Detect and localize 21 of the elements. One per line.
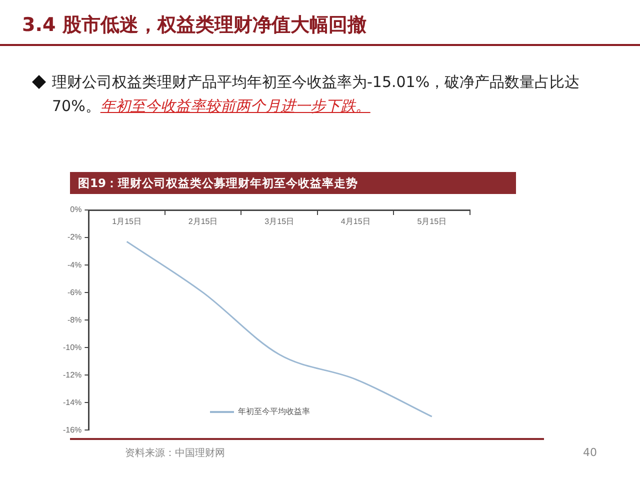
caption: 图19：理财公司权益类公募理财年初至今收益率走势: [70, 172, 516, 194]
text: 年初至今收益率较前两个月进一步下跌。: [100, 97, 370, 115]
y-tick-label: -6%: [67, 288, 82, 297]
x-tick-label: 2月15日: [188, 217, 218, 226]
y-tick-label: -16%: [62, 425, 82, 434]
text: 资料来源：中国理财网: [125, 446, 225, 460]
text: 40: [583, 446, 597, 459]
line-series: [126, 240, 433, 418]
y-tick-label: -4%: [67, 260, 82, 270]
x-tick-label: 3月15日: [264, 217, 294, 226]
x-tick-label: 1月15日: [112, 217, 142, 226]
y-tick-label: -14%: [62, 398, 82, 407]
y-tick-label: -12%: [62, 370, 82, 380]
y-tick-label: -2%: [67, 232, 82, 242]
y-tick-label: 0%: [70, 205, 82, 214]
legend-label: 年初至今平均收益率: [238, 406, 310, 417]
x-tick-label: 5月15日: [417, 217, 447, 226]
x-tick-label: 4月15日: [340, 217, 370, 226]
y-tick-label: -8%: [67, 315, 82, 324]
y-tick-label: -10%: [62, 342, 82, 352]
chart-title: 3.4 股市低迷，权益类理财净值大幅回撤: [22, 13, 366, 38]
